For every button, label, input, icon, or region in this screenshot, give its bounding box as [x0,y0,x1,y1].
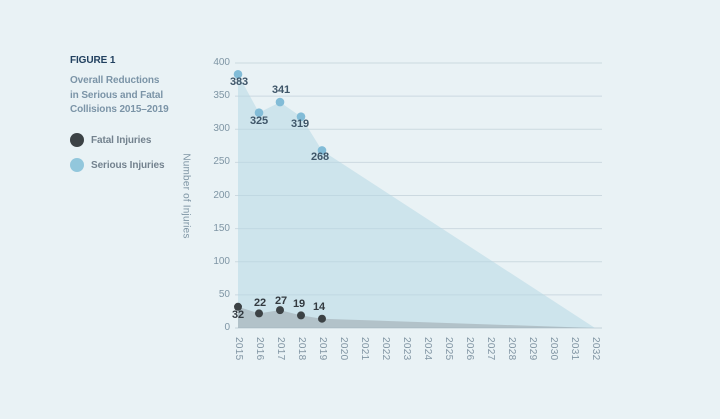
legend-label-fatal: Fatal Injuries [91,134,152,146]
y-tick-label-100: 100 [213,255,230,267]
x-tick-label-2024: 2024 [422,337,433,361]
figure-title-line-1: Overall Reductions [70,75,160,86]
figure-title-line-2: in Serious and Fatal [70,89,164,101]
fatal-injuries-value-2015: 32 [231,308,245,321]
x-tick-label-2030: 2030 [548,337,559,361]
y-tick-label-0: 0 [224,322,230,333]
fatal-injuries-point-2018 [297,311,305,320]
x-tick-label-2031: 2031 [569,337,580,361]
y-tick-label-50: 50 [218,288,230,300]
serious-injuries-value-2015: 383 [229,76,249,89]
serious-injuries-point-2018 [296,112,306,121]
fatal-injuries-value-2017: 27 [274,295,288,308]
x-tick-label-2015: 2015 [233,337,244,361]
fatal-injuries-point-2016 [255,309,263,318]
serious-injuries-swatch-icon [70,158,84,172]
fatal-injuries-value-2018: 19 [292,298,306,311]
x-tick-label-2023: 2023 [401,337,412,361]
fatal-injuries-value-2016: 22 [253,297,267,310]
x-tick-label-2032: 2032 [590,337,601,361]
fatal-injuries-point-2019 [318,314,326,323]
serious-injuries-point-2015 [233,69,243,79]
x-tick-label-2029: 2029 [527,337,538,361]
fatal-injuries-point-2017 [276,306,284,315]
fatal-injuries-area [238,306,595,328]
serious-injuries-value-2017: 341 [271,84,291,97]
x-tick-label-2017: 2017 [275,337,286,361]
serious-injuries-value-2019: 268 [310,151,330,164]
legend: Fatal Injuries Serious Injuries [70,128,220,178]
figure-label: FIGURE 1 [70,55,116,66]
fatal-injuries-swatch-icon [70,133,84,147]
x-tick-label-2021: 2021 [359,337,370,361]
x-tick-label-2019: 2019 [317,337,328,361]
x-tick-label-2026: 2026 [464,337,475,361]
x-tick-label-2022: 2022 [380,337,391,361]
x-tick-label-2025: 2025 [443,337,454,361]
y-axis-title: Number of Injuries [180,153,192,239]
legend-label-serious: Serious Injuries [91,159,165,171]
serious-injuries-point-2017 [275,97,285,107]
figure-header: FIGURE 1 Overall Reductions in Serious a… [70,55,220,178]
x-tick-label-2016: 2016 [254,337,265,361]
y-tick-label-150: 150 [213,222,230,234]
x-tick-label-2018: 2018 [296,337,307,361]
serious-injuries-point-2016 [254,108,264,117]
legend-item-serious: Serious Injuries [70,153,220,178]
x-tick-label-2027: 2027 [485,337,496,361]
serious-injuries-value-2016: 325 [249,114,269,127]
y-tick-label-250: 250 [213,156,230,168]
serious-injuries-value-2018: 319 [290,117,310,130]
x-tick-label-2020: 2020 [338,337,349,361]
y-tick-label-300: 300 [213,123,230,135]
fatal-injuries-value-2019: 14 [312,300,326,313]
y-tick-label-350: 350 [213,90,230,102]
figure-title-line-3: Collisions 2015–2019 [70,104,169,115]
serious-injuries-area [238,74,595,328]
x-tick-label-2028: 2028 [506,337,517,361]
legend-item-fatal: Fatal Injuries [70,128,220,153]
y-tick-label-400: 400 [213,57,230,68]
serious-injuries-point-2019 [317,146,327,155]
y-tick-label-200: 200 [213,189,230,201]
fatal-injuries-point-2015 [234,302,242,311]
